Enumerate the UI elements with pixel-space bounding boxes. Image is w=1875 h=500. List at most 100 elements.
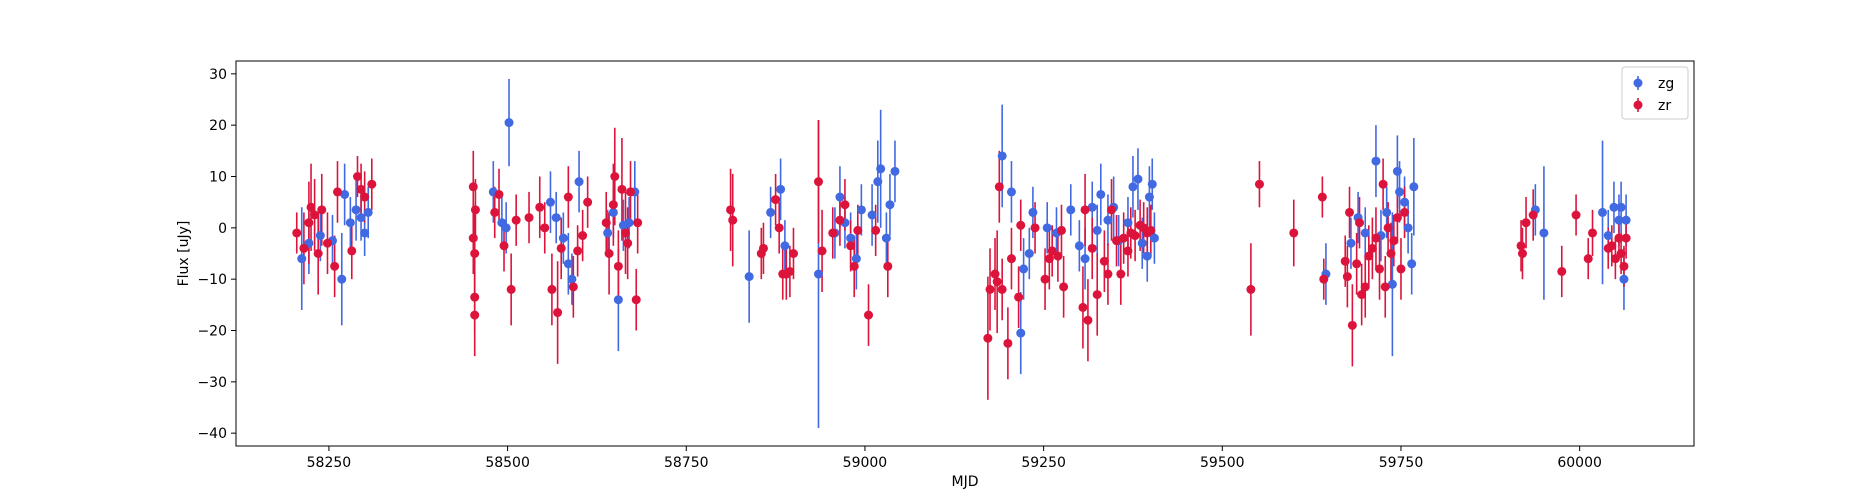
- data-point-zr: [626, 187, 636, 197]
- data-point-zg: [1103, 215, 1113, 225]
- axes-frame: [235, 60, 1695, 447]
- data-point-zr: [1107, 205, 1117, 215]
- data-point-zr: [1400, 207, 1410, 217]
- data-point-zr: [330, 261, 340, 271]
- data-point-zg: [1619, 274, 1629, 284]
- data-point-zg: [563, 259, 573, 269]
- data-point-zr: [1317, 192, 1327, 202]
- data-point-zr: [524, 213, 534, 223]
- data-point-zr: [1130, 231, 1140, 241]
- data-point-zg: [613, 295, 623, 305]
- y-tick-label: 30: [209, 67, 227, 83]
- data-point-zr: [511, 215, 521, 225]
- data-point-zr: [728, 215, 738, 225]
- data-point-zr: [883, 261, 893, 271]
- data-point-zg: [1019, 264, 1029, 274]
- data-point-zr: [1112, 236, 1122, 246]
- data-point-zr: [610, 172, 620, 181]
- data-point-zg: [835, 192, 845, 202]
- data-point-zr: [1119, 233, 1129, 243]
- y-tick-label: 10: [209, 170, 227, 186]
- data-point-zr: [1092, 290, 1102, 300]
- data-point-zg: [624, 218, 634, 228]
- data-point-zr: [846, 241, 856, 251]
- data-point-zr: [563, 192, 573, 202]
- data-point-zr: [1078, 302, 1088, 312]
- data-point-zr: [360, 192, 370, 202]
- x-tick-label: 58500: [485, 455, 530, 471]
- data-point-zr: [347, 246, 357, 256]
- x-tick-label: 59000: [843, 455, 888, 471]
- data-point-zr: [992, 277, 1002, 287]
- data-point-zg: [1409, 182, 1419, 192]
- data-point-zg: [340, 189, 350, 199]
- data-point-zr: [1378, 179, 1388, 189]
- data-point-zr: [367, 179, 377, 189]
- data-point-zr: [774, 223, 784, 233]
- data-point-zr: [292, 228, 302, 238]
- data-point-zr: [1571, 210, 1581, 220]
- x-tick-label: 58750: [664, 455, 709, 471]
- data-point-zr: [1389, 236, 1399, 246]
- data-point-zr: [788, 249, 798, 258]
- data-point-zg: [545, 197, 555, 207]
- data-point-zr: [1014, 292, 1024, 302]
- y-tick-label: 20: [209, 118, 227, 134]
- y-tick-label: −20: [197, 324, 227, 340]
- y-tick-label: −10: [197, 272, 227, 288]
- data-point-zr: [499, 241, 509, 251]
- data-point-zg: [1403, 223, 1413, 233]
- data-point-zr: [1246, 284, 1256, 294]
- data-point-zg: [780, 241, 790, 251]
- data-point-zr: [568, 282, 578, 292]
- data-point-zr: [1347, 320, 1357, 330]
- data-point-zr: [1345, 207, 1355, 217]
- data-point-zg: [551, 213, 561, 223]
- data-point-zr: [470, 205, 480, 215]
- data-point-zr: [1040, 274, 1050, 284]
- data-point-zg: [1603, 231, 1613, 241]
- data-point-zg: [504, 118, 514, 128]
- data-point-zg: [1371, 156, 1381, 166]
- data-point-zr: [840, 200, 850, 210]
- data-point-zg: [603, 228, 613, 238]
- data-point-zr: [540, 223, 550, 233]
- data-point-zg: [1539, 228, 1549, 238]
- data-point-zg: [1609, 202, 1619, 212]
- data-point-zr: [1610, 254, 1620, 264]
- data-point-zg: [1407, 259, 1417, 269]
- data-point-zr: [1044, 254, 1054, 264]
- data-point-zg: [1096, 189, 1106, 199]
- data-point-zr: [1616, 249, 1626, 258]
- y-tick-label: −40: [197, 426, 227, 442]
- data-point-zr: [1380, 282, 1390, 292]
- data-point-zr: [578, 231, 588, 241]
- data-point-zg: [360, 228, 370, 238]
- data-point-zr: [1386, 249, 1396, 258]
- data-point-zr: [623, 238, 633, 248]
- data-point-zg: [1598, 207, 1608, 217]
- data-point-zr: [1319, 274, 1329, 284]
- data-point-zr: [1056, 225, 1066, 235]
- data-point-zr: [631, 295, 641, 305]
- data-point-zr: [617, 184, 627, 194]
- data-point-zr: [1521, 218, 1531, 228]
- data-point-zr: [1364, 251, 1374, 261]
- data-point-zr: [490, 207, 500, 217]
- legend: zg zr: [1621, 66, 1689, 120]
- data-point-zg: [873, 177, 883, 187]
- data-point-zr: [1352, 259, 1362, 269]
- data-point-zr: [310, 210, 320, 220]
- data-point-zg: [1016, 328, 1026, 338]
- data-point-zg: [1387, 279, 1397, 289]
- data-point-zr: [1583, 254, 1593, 264]
- legend-marker-zg: [1633, 78, 1643, 88]
- data-point-zr: [470, 310, 480, 320]
- data-point-zr: [1047, 246, 1057, 256]
- data-point-zg: [766, 207, 776, 217]
- data-point-zr: [494, 189, 504, 199]
- data-point-zg: [363, 207, 373, 217]
- data-point-zg: [890, 166, 900, 176]
- data-point-zr: [853, 225, 863, 235]
- data-point-zg: [1137, 238, 1147, 248]
